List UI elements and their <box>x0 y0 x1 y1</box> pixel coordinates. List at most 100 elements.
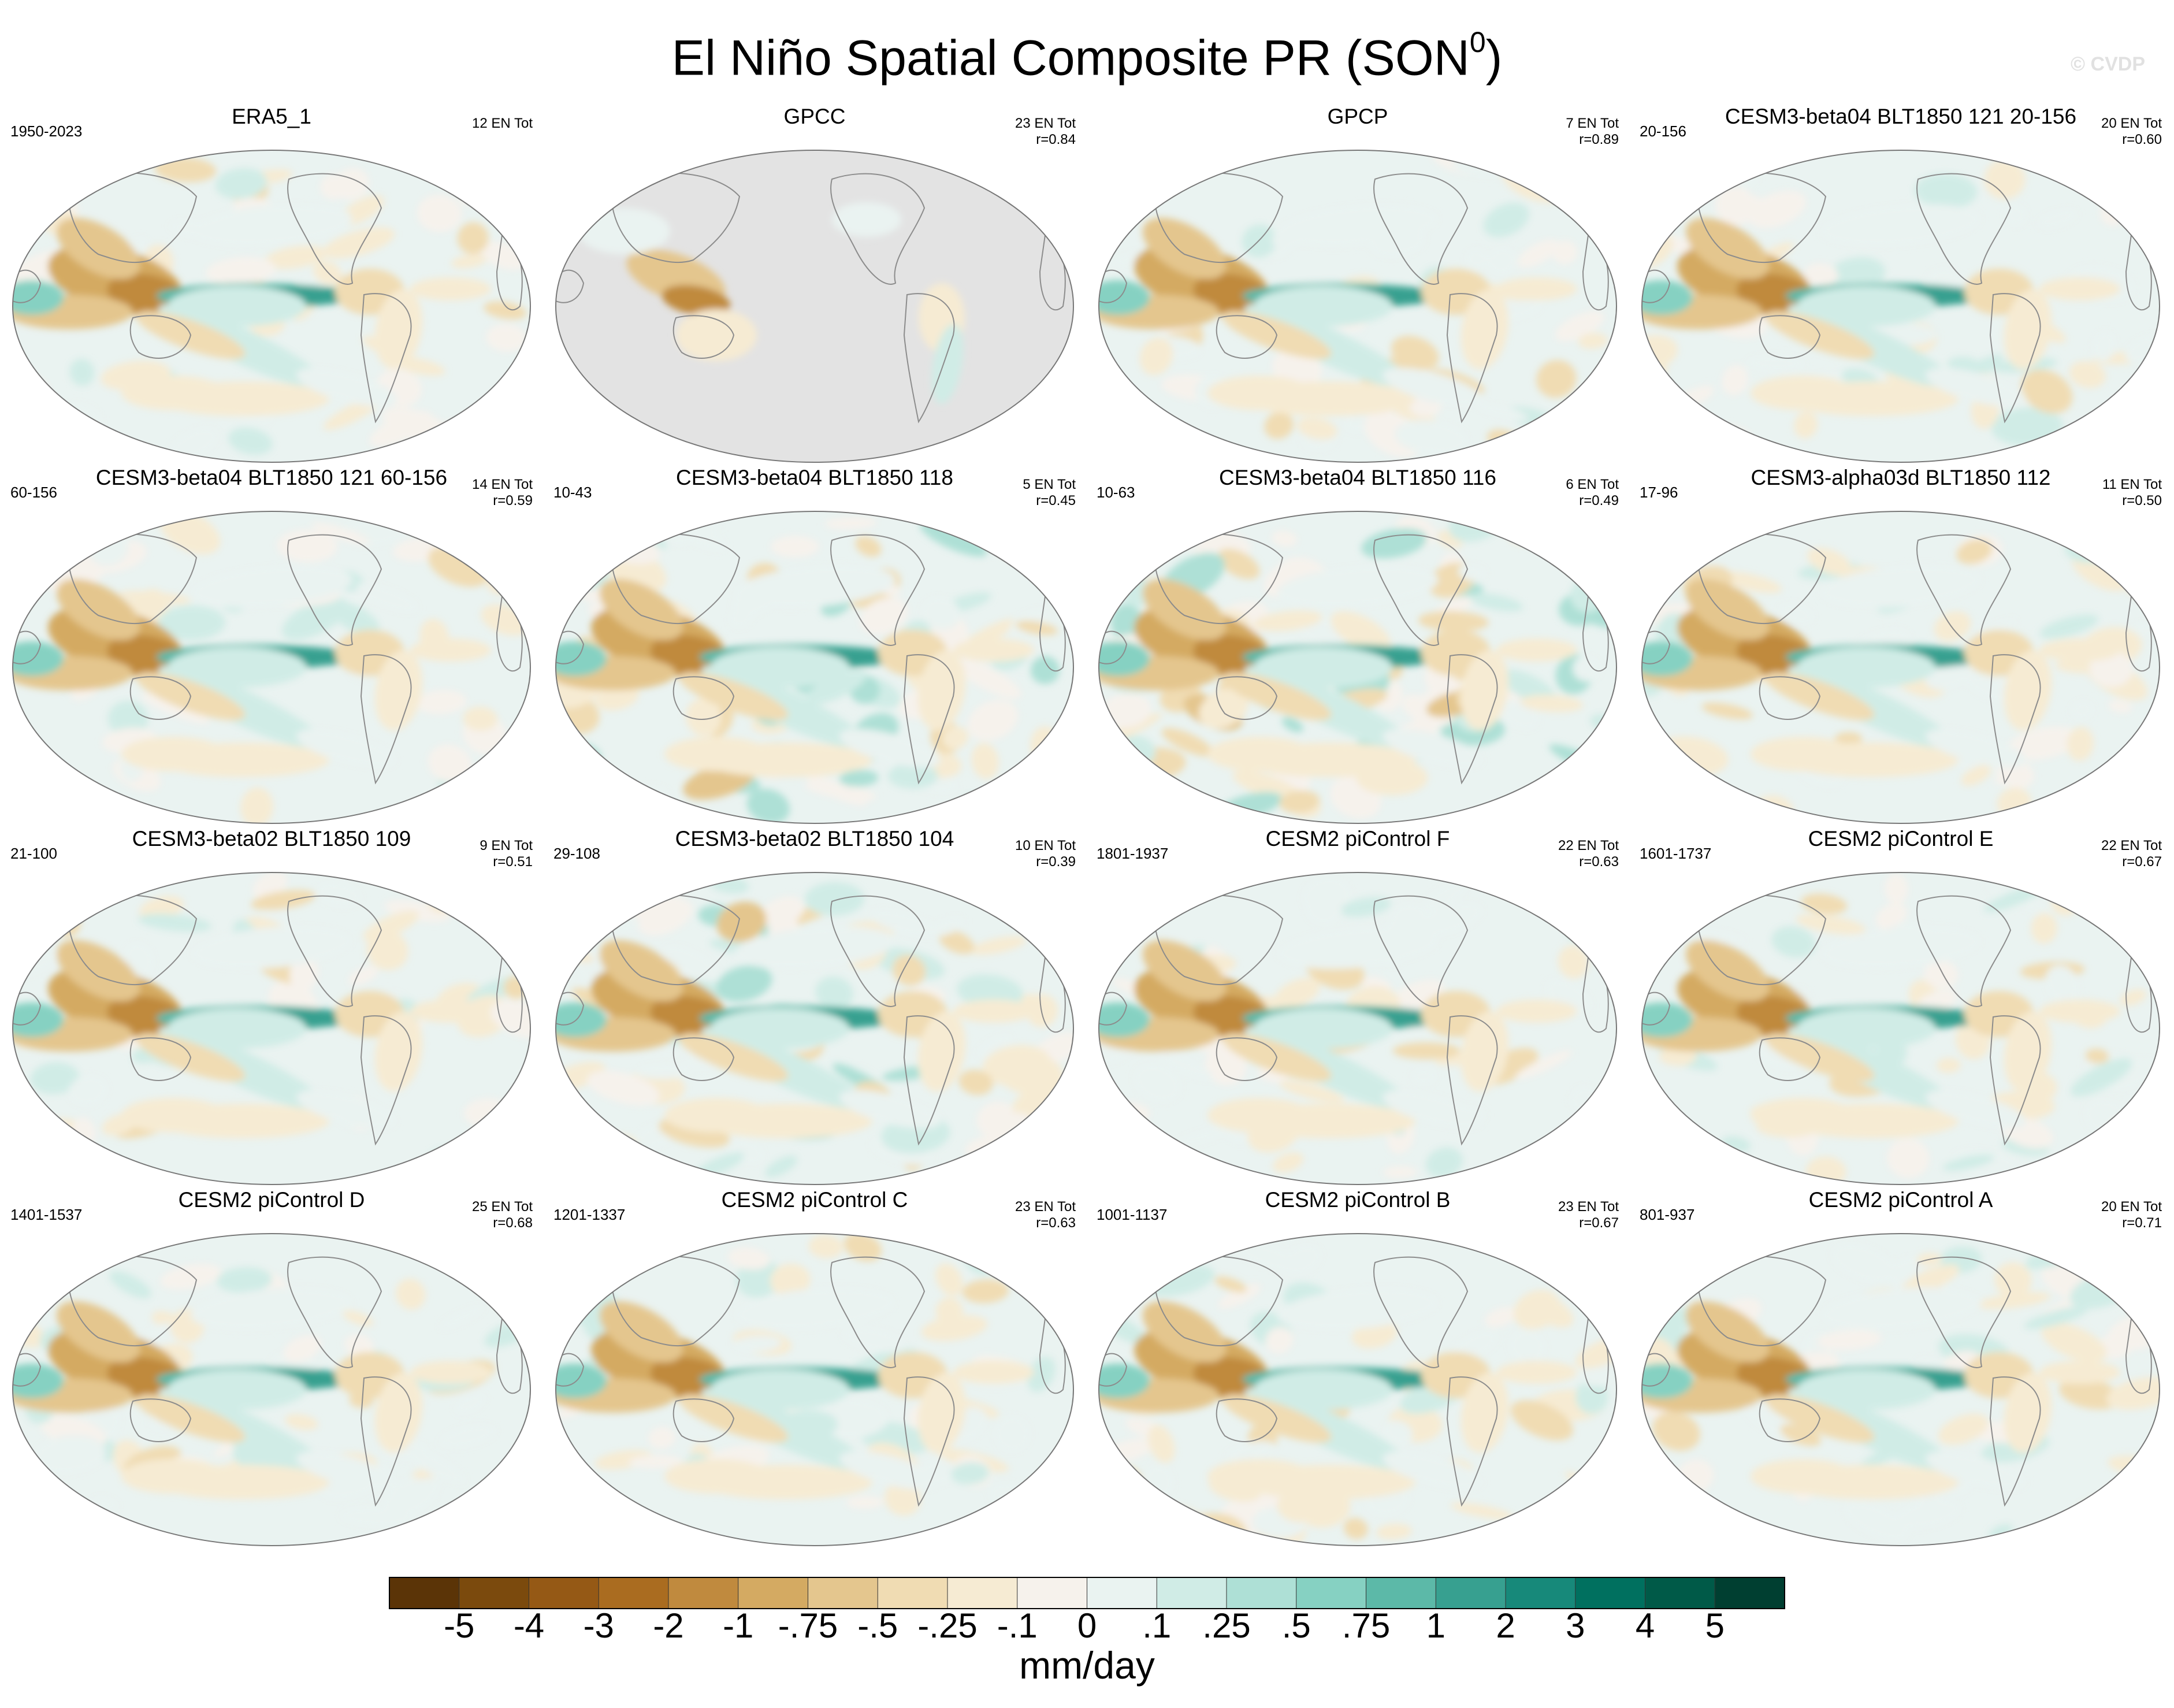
panel-title: CESM3-beta02 BLT1850 109 <box>132 827 411 851</box>
dry-anomaly <box>251 890 316 911</box>
dry-anomaly <box>921 1315 988 1341</box>
wet-anomaly <box>1523 522 1574 546</box>
wet-anomaly <box>1205 1046 1247 1086</box>
wet-anomaly <box>1382 367 1484 407</box>
wet-anomaly <box>1552 240 1578 265</box>
dry-anomaly <box>457 222 489 254</box>
map-panel: CESM3-beta02 BLT1850 104 29-108 10 EN Tot r… <box>543 826 1086 1187</box>
dry-anomaly <box>1518 437 1574 456</box>
wet-anomaly <box>1515 1050 1573 1079</box>
dry-anomaly <box>2069 361 2106 388</box>
wet-anomaly <box>2071 1058 2132 1097</box>
wet-anomaly <box>765 1156 798 1178</box>
coastline <box>1099 630 1128 664</box>
coastline <box>830 173 926 285</box>
colorbar-swatch <box>389 1577 460 1609</box>
map-plot <box>555 150 1074 463</box>
dry-anomaly <box>1279 790 1320 814</box>
colorbar-tick-label: -3 <box>584 1606 614 1641</box>
map-panel: CESM2 piControl D 1401-1537 25 EN Tot r=0.6… <box>0 1187 543 1549</box>
dry-anomaly <box>953 1361 1034 1384</box>
coastline <box>1759 315 1821 359</box>
map-panel: ERA5_1 1950-2023 12 EN Tot <box>0 104 543 465</box>
dry-anomaly <box>1936 1057 1961 1073</box>
wet-anomaly <box>920 522 987 557</box>
wet-anomaly <box>416 690 467 714</box>
colorbar-tick-label: -1 <box>723 1606 753 1641</box>
dry-anomaly <box>484 301 527 320</box>
dry-anomaly <box>1273 1152 1304 1173</box>
wet-anomaly <box>1947 357 1979 372</box>
coastlines <box>556 894 1066 1146</box>
wet-anomaly <box>1575 1380 1608 1414</box>
dry-anomaly <box>971 742 999 779</box>
dry-anomaly <box>264 245 327 269</box>
coastline <box>1099 992 1128 1026</box>
wet-anomaly <box>13 641 64 676</box>
wet-anomaly <box>1382 729 1484 768</box>
coastline <box>672 1398 735 1442</box>
wet-anomaly <box>1487 246 1518 276</box>
pattern-correlation: r=0.49 <box>1579 493 1619 508</box>
panel-title: CESM3-beta04 BLT1850 118 <box>676 466 953 489</box>
wet-anomaly <box>1277 1287 1439 1330</box>
wet-anomaly <box>1395 419 1469 455</box>
wet-anomaly <box>1925 729 2027 768</box>
dry-anomaly <box>56 940 140 1001</box>
coastline <box>129 676 192 720</box>
coastline <box>1759 676 1821 720</box>
dry-anomaly <box>1142 579 1227 640</box>
dry-anomaly <box>323 227 395 259</box>
map-border <box>555 511 1074 824</box>
map-plot <box>555 1233 1074 1546</box>
event-count: 5 EN Tot <box>1023 477 1076 492</box>
dry-anomaly <box>1701 702 1753 719</box>
colorbar-swatch <box>808 1577 879 1609</box>
dry-anomaly <box>1496 277 1577 300</box>
coastline <box>360 654 412 785</box>
colorbar-tick-label: .5 <box>1282 1606 1311 1641</box>
colorbar-tick-label: -.5 <box>857 1606 898 1641</box>
dry-anomaly <box>770 1263 811 1297</box>
wet-anomaly <box>1925 367 2027 407</box>
event-count: 9 EN Tot <box>480 838 533 853</box>
dry-anomaly <box>1376 1523 1412 1540</box>
map-plot <box>555 511 1074 824</box>
panel-stats: 23 EN Tot r=0.63 <box>1015 1199 1076 1231</box>
dry-anomaly <box>2041 1323 2107 1362</box>
coastline <box>611 894 741 986</box>
panel-stats: 6 EN Tot r=0.49 <box>1566 477 1619 509</box>
wet-anomaly <box>1225 1440 1276 1461</box>
wet-anomaly <box>191 204 352 247</box>
colorbar-swatch <box>1435 1577 1506 1609</box>
colorbar-swatch <box>1645 1577 1716 1609</box>
event-count: 7 EN Tot <box>1566 116 1619 131</box>
map-panel: GPCP 7 EN Tot r=0.89 <box>1086 104 1629 465</box>
colorbar-swatch <box>1505 1577 1576 1609</box>
wet-anomaly <box>578 208 670 254</box>
panel-period: 1001-1137 <box>1097 1206 1168 1223</box>
dry-anomaly <box>1264 412 1294 439</box>
coastline <box>68 533 198 625</box>
wet-anomaly <box>206 257 276 285</box>
wet-anomaly <box>616 521 668 549</box>
colorbar-swatch <box>877 1577 948 1609</box>
wet-anomaly <box>13 1002 64 1037</box>
wet-anomaly <box>1562 1120 1616 1154</box>
dry-anomaly <box>662 285 731 316</box>
map-border <box>1641 872 2160 1185</box>
pattern-correlation: r=0.50 <box>2122 493 2162 508</box>
dry-anomaly <box>475 1242 530 1261</box>
dry-anomaly <box>917 1011 966 1092</box>
map-panel: CESM2 piControl A 801-937 20 EN Tot r=0.71 <box>1629 1187 2172 1549</box>
dry-anomaly <box>2004 1011 2052 1092</box>
wet-anomaly <box>138 914 212 932</box>
dry-anomaly <box>599 1301 683 1362</box>
wet-anomaly <box>807 775 867 806</box>
wet-anomaly <box>13 280 64 315</box>
wet-anomaly <box>1458 563 1487 581</box>
wet-anomaly <box>734 926 895 969</box>
coastline <box>1989 293 2041 424</box>
title-superscript: 0 <box>1469 26 1486 58</box>
event-count: 14 EN Tot <box>472 477 533 492</box>
